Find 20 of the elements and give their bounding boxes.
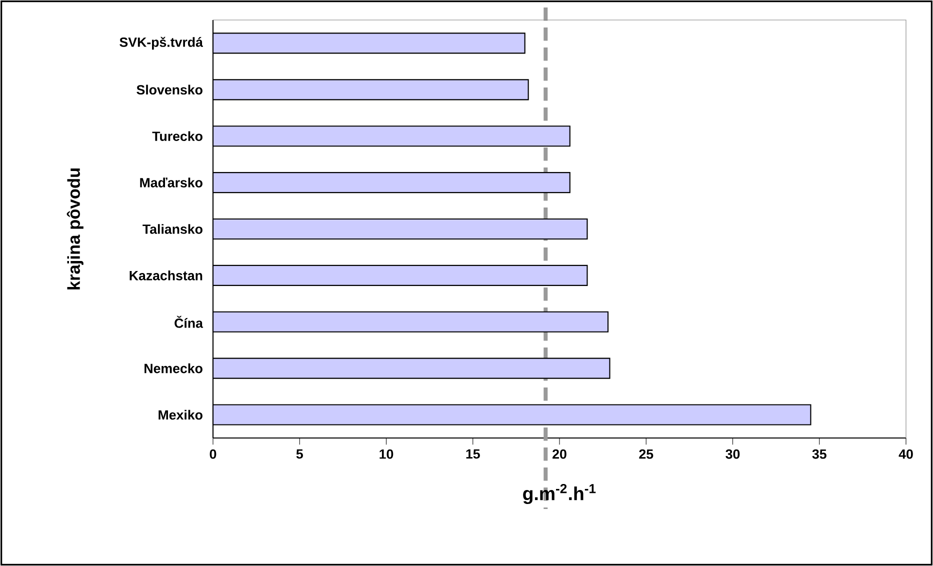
y-tick-label: Nemecko [144, 363, 202, 374]
x-tick-label: 15 [466, 449, 480, 459]
y-axis-title: krajina pôvodu [66, 168, 84, 290]
y-tick-label: Turecko [152, 131, 202, 141]
y-tick-label: Kazachstan [130, 270, 202, 280]
x-tick-label: 25 [639, 449, 654, 459]
y-tick-label: Slovensko [136, 84, 202, 95]
x-tick-label: 5 [296, 449, 303, 459]
x-tick-label: 30 [726, 449, 740, 459]
x-tick-label: 35 [812, 449, 826, 459]
y-tick-label: Maďarsko [140, 178, 202, 188]
x-tick-label: 40 [898, 449, 913, 459]
x-axis-title: g.m$^{-2}$.h$^{-1}$ [523, 484, 596, 504]
y-tick-label: Čína [174, 316, 204, 328]
y-tick-label: Taliansko [142, 224, 202, 234]
y-tick-label: SVK-pš.tvrdá [120, 36, 204, 50]
y-tick-label: Mexiko [158, 410, 202, 420]
x-tick-label: 10 [380, 449, 394, 459]
x-tick-label: 20 [552, 449, 566, 459]
x-tick-label: 0 [210, 449, 216, 459]
